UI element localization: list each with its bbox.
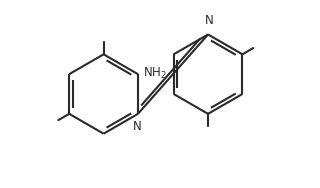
Text: N: N <box>132 120 141 133</box>
Text: N: N <box>205 14 213 27</box>
Text: NH$_2$: NH$_2$ <box>143 66 167 81</box>
